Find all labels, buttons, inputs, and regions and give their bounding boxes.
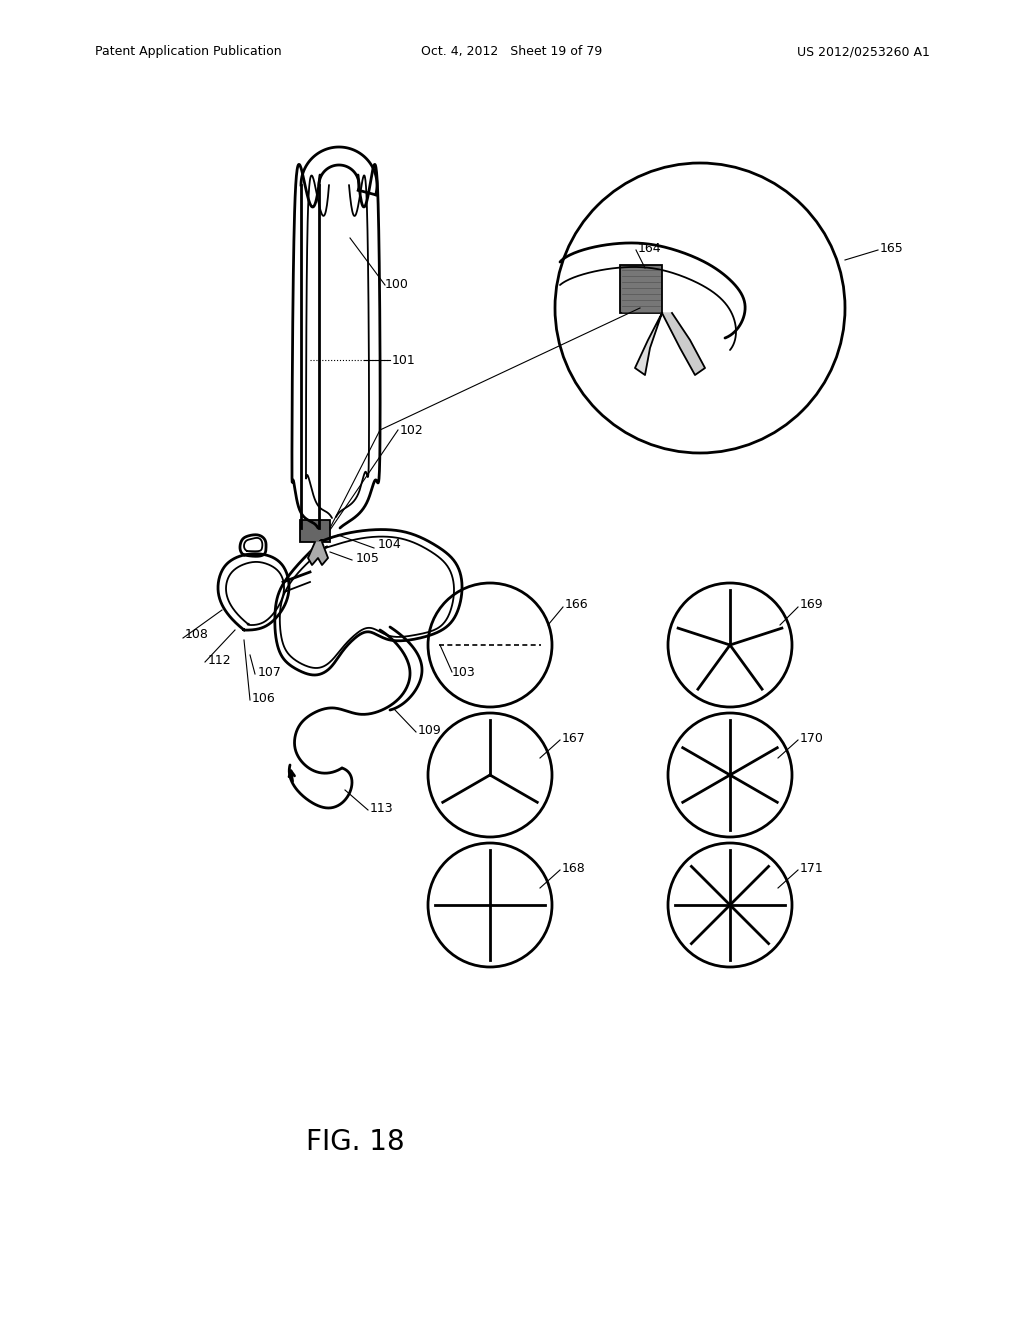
Text: 101: 101 <box>392 354 416 367</box>
Text: 165: 165 <box>880 242 904 255</box>
Text: 103: 103 <box>452 665 476 678</box>
Polygon shape <box>662 313 705 375</box>
Text: 168: 168 <box>562 862 586 874</box>
Text: 167: 167 <box>562 731 586 744</box>
Text: Oct. 4, 2012   Sheet 19 of 79: Oct. 4, 2012 Sheet 19 of 79 <box>421 45 603 58</box>
Text: 100: 100 <box>385 279 409 292</box>
Text: 105: 105 <box>356 552 380 565</box>
Bar <box>620 265 662 313</box>
Polygon shape <box>635 313 662 375</box>
Text: Patent Application Publication: Patent Application Publication <box>95 45 282 58</box>
Text: 113: 113 <box>370 801 393 814</box>
Text: 107: 107 <box>258 665 282 678</box>
Polygon shape <box>308 543 328 565</box>
Text: 112: 112 <box>208 653 231 667</box>
Text: 170: 170 <box>800 731 824 744</box>
Text: 106: 106 <box>252 692 275 705</box>
Text: 102: 102 <box>400 424 424 437</box>
Text: 171: 171 <box>800 862 823 874</box>
Text: 164: 164 <box>638 242 662 255</box>
Bar <box>300 520 330 543</box>
Text: US 2012/0253260 A1: US 2012/0253260 A1 <box>797 45 930 58</box>
Text: 108: 108 <box>185 628 209 642</box>
Text: 166: 166 <box>565 598 589 611</box>
Text: 104: 104 <box>378 539 401 552</box>
Text: 109: 109 <box>418 723 441 737</box>
Text: FIG. 18: FIG. 18 <box>306 1129 404 1156</box>
Text: 169: 169 <box>800 598 823 611</box>
